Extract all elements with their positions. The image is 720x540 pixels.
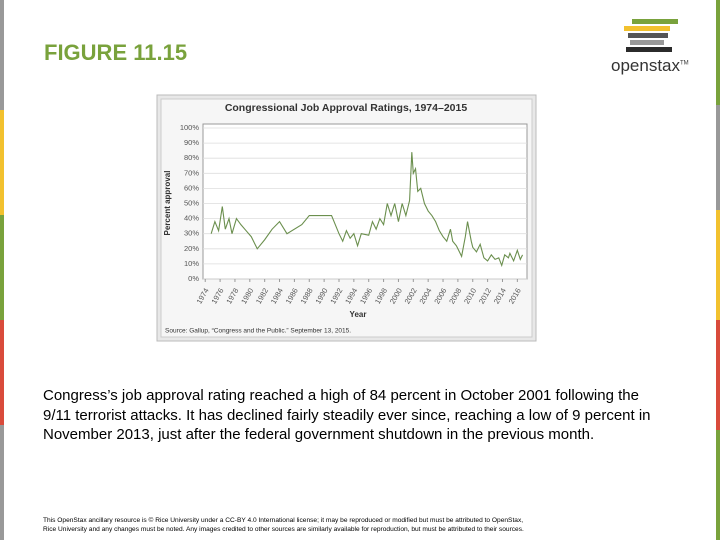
y-tick-label: 30% [184,229,199,238]
slide-title: FIGURE 11.15 [44,40,188,65]
x-axis-label: Year [350,310,367,319]
y-tick-label: 100% [180,123,200,132]
logo-bar [628,33,668,38]
edge-stripe [0,320,4,425]
x-tick-label: 1980 [239,286,255,305]
x-tick-label: 1990 [313,286,329,305]
y-axis-label: Percent approval [163,171,172,236]
x-tick-label: 1992 [328,286,344,305]
y-tick-label: 70% [184,168,199,177]
y-tick-label: 80% [184,153,199,162]
x-tick-label: 1976 [209,286,225,305]
logo-bar [624,26,670,31]
x-tick-label: 1982 [254,286,270,305]
y-tick-label: 60% [184,183,199,192]
footer: This OpenStax ancillary resource is © Ri… [43,516,524,534]
x-tick-label: 2008 [447,286,463,305]
y-tick-label: 90% [184,138,199,147]
y-tick-label: 0% [188,274,199,283]
logo-bar [632,19,678,24]
logo-mark: TM [680,60,689,67]
plot-area [202,123,528,280]
edge-stripe [0,0,4,110]
x-tick-label: 2006 [432,286,448,305]
edge-stripe [0,215,4,320]
x-tick-label: 2014 [492,286,508,305]
logo: openstaxTM [611,56,689,76]
x-tick-label: 1984 [269,286,285,305]
x-tick-label: 2012 [477,286,493,305]
footer-line: This OpenStax ancillary resource is © Ri… [43,517,524,524]
edge-stripe [0,425,4,540]
footer-line: Rice University and any changes must be … [43,526,524,533]
x-tick-label: 2010 [462,286,478,305]
y-tick-label: 20% [184,244,199,253]
x-tick-label: 1974 [195,286,211,305]
x-tick-label: 2000 [388,286,404,305]
x-tick-label: 1986 [284,286,300,305]
chart-title: Congressional Job Approval Ratings, 1974… [225,102,468,114]
edge-stripe [716,0,720,105]
x-tick-label: 1988 [299,286,315,305]
chart-source: Source: Gallup, “Congress and the Public… [165,328,351,335]
x-tick-label: 2016 [507,286,523,305]
edge-stripe [716,105,720,210]
y-tick-label: 40% [184,214,199,223]
x-tick-label: 1994 [343,286,359,305]
edge-stripe [716,210,720,320]
x-tick-label: 2004 [417,286,433,305]
logo-bar [630,40,664,45]
y-tick-label: 10% [184,259,199,268]
logo-bar [626,47,672,52]
x-tick-label: 1998 [373,286,389,305]
caption: Congress’s job approval rating reached a… [43,387,651,443]
data-line [210,152,524,268]
edge-stripe [0,110,4,215]
x-tick-label: 2002 [403,286,419,305]
y-tick-label: 50% [184,198,199,207]
logo-text: openstax [611,56,680,75]
x-tick-label: 1978 [224,286,240,305]
edge-stripe [716,320,720,430]
x-tick-label: 1996 [358,286,374,305]
edge-stripe [716,430,720,540]
